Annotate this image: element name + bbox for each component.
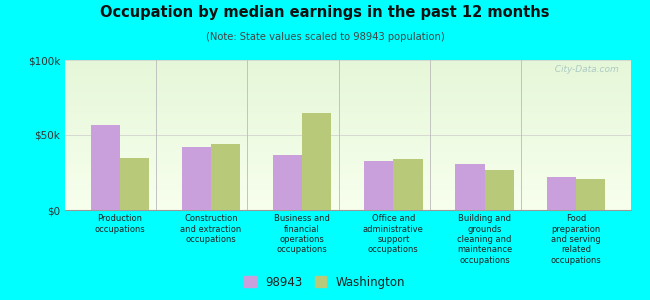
- Bar: [364, 160, 393, 210]
- Legend: 98943, Washington: 98943, Washington: [240, 272, 410, 294]
- Bar: [273, 154, 302, 210]
- Text: (Note: State values scaled to 98943 population): (Note: State values scaled to 98943 popu…: [205, 32, 445, 41]
- Bar: [90, 124, 120, 210]
- Bar: [211, 144, 240, 210]
- Bar: [182, 147, 211, 210]
- Bar: [576, 178, 605, 210]
- Bar: [456, 164, 484, 210]
- Bar: [120, 158, 149, 210]
- Bar: [302, 112, 332, 210]
- Text: Occupation by median earnings in the past 12 months: Occupation by median earnings in the pas…: [100, 4, 550, 20]
- Bar: [484, 169, 514, 210]
- Text: City-Data.com: City-Data.com: [549, 64, 619, 74]
- Bar: [547, 177, 576, 210]
- Bar: [393, 159, 422, 210]
